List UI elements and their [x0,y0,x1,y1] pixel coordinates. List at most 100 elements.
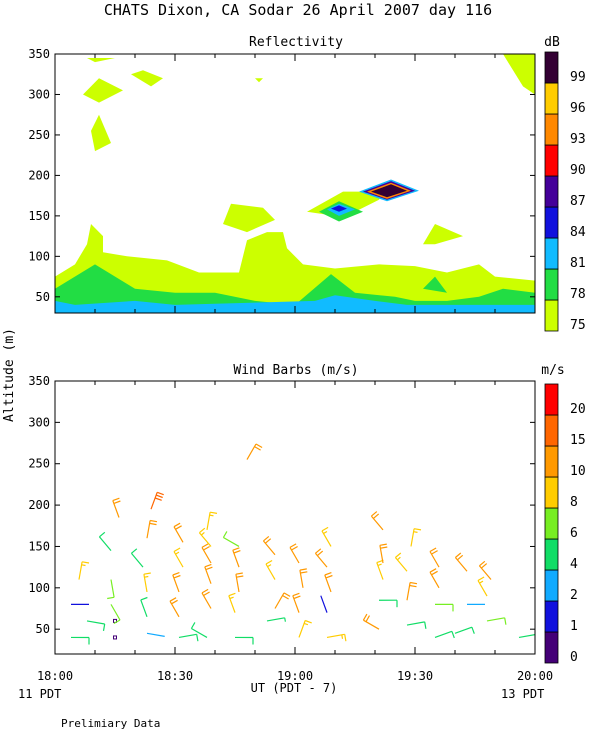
wind-barb [113,498,121,517]
wind-barb [299,621,312,638]
reflectivity-colorbar-swatch [545,269,558,300]
wind-barb [300,569,307,588]
wind-colorbar-swatch [545,415,558,446]
wind-barb [111,604,120,623]
reflectivity-colorbar-label: 81 [570,256,586,271]
wind-barb [430,569,439,588]
wind-barb [141,598,148,617]
reflectivity-colorbar-label: 87 [570,194,586,209]
wind-colorbar-swatch [545,508,558,539]
left-date-label: 11 PDT [18,687,61,701]
reflectivity-region-75 [423,224,463,244]
reflectivity-colorbar-label: 78 [570,287,586,302]
wind-barb [202,544,211,563]
wind-barb [114,636,117,639]
x-axis-label: UT (PDT - 7) [251,681,338,695]
wind-barb [107,580,114,599]
reflectivity-region-75 [91,115,111,151]
wind-barb [229,593,236,612]
wind-barbs [71,444,537,645]
wind-barb [407,622,426,629]
wind-barb [478,577,487,596]
wind-barb [380,544,387,563]
wind-barb [174,548,183,567]
wind-colorbar-swatch [545,570,558,601]
reflectivity-colorbar-swatch [545,145,558,176]
wind-barb [235,637,253,644]
wind-barb [322,527,331,546]
wind-barb [202,589,211,608]
reflectivity-colorbar-swatch [545,83,558,114]
wind-barb [147,633,165,636]
wind-colorbar-label: 15 [570,433,586,448]
reflectivity-y-tick-label: 350 [28,47,50,61]
reflectivity-region-75 [223,204,275,232]
wind-barb [263,536,275,554]
reflectivity-colorbar-label: 96 [570,101,586,116]
wind-colorbar-swatch [545,384,558,415]
wind-barb [144,573,151,592]
reflectivity-region-75 [503,54,535,95]
wind-y-tick-label: 50 [36,622,50,636]
wind-barb [173,573,181,592]
wind-colorbar-swatch [545,477,558,508]
reflectivity-y-tick-label: 250 [28,128,50,142]
wind-barb [321,596,327,613]
reflectivity-colorbar-swatch [545,207,558,238]
wind-barb [199,528,211,546]
reflectivity-colorbar-label: 99 [570,70,586,85]
wind-barb [174,523,183,542]
wind-barb [275,593,290,609]
wind-barb [247,444,262,460]
reflectivity-contours [55,54,535,313]
figure-title: CHATS Dixon, CA Sodar 26 April 2007 day … [104,1,492,19]
wind-colorbar-label: 6 [570,526,578,541]
reflectivity-colorbar-swatch [545,52,558,83]
wind-colorbar-label: 0 [570,650,578,665]
reflectivity-y-tick-label: 150 [28,209,50,223]
wind-barb [479,561,491,579]
wind-colorbar-swatch [545,446,558,477]
reflectivity-y-tick-label: 300 [28,87,50,101]
wind-barb [151,492,164,509]
wind-barb [293,593,301,612]
reflectivity-y-tick-label: 100 [28,249,50,263]
reflectivity-title: Reflectivity [249,35,343,50]
wind-x-tick-label: 19:30 [397,669,433,683]
wind-barb [455,627,474,634]
wind-colorbar-label: 8 [570,495,578,510]
wind-barb [147,521,157,539]
wind-barb [435,604,453,611]
wind-barb [170,598,179,617]
wind-barb [327,634,346,641]
wind-colorbar-swatch [545,632,558,663]
reflectivity-y-tick-label: 50 [36,290,50,304]
wind-y-tick-label: 250 [28,457,50,471]
wind-colorbar-unit: m/s [541,363,564,378]
wind-barb [223,531,239,546]
wind-barb [87,621,105,631]
wind-barb [325,573,333,592]
footnote: Prelimiary Data [61,717,160,730]
wind-x-tick-label: 18:30 [157,669,193,683]
wind-colorbar-label: 2 [570,588,578,603]
reflectivity-colorbar-swatch [545,114,558,145]
wind-barb [266,561,275,580]
wind-barb [407,583,417,601]
wind-y-tick-label: 200 [28,498,50,512]
wind-colorbar-swatch [545,539,558,570]
wind-barb [435,631,454,638]
reflectivity-colorbar-swatch [545,300,558,331]
wind-y-tick-label: 150 [28,539,50,553]
reflectivity-colorbar-label: 90 [570,163,586,178]
reflectivity-colorbar-label: 93 [570,132,586,147]
wind-colorbar-label: 10 [570,464,586,479]
wind-barb [315,549,327,567]
reflectivity-colorbar-swatch [545,238,558,269]
wind-y-tick-label: 300 [28,415,50,429]
